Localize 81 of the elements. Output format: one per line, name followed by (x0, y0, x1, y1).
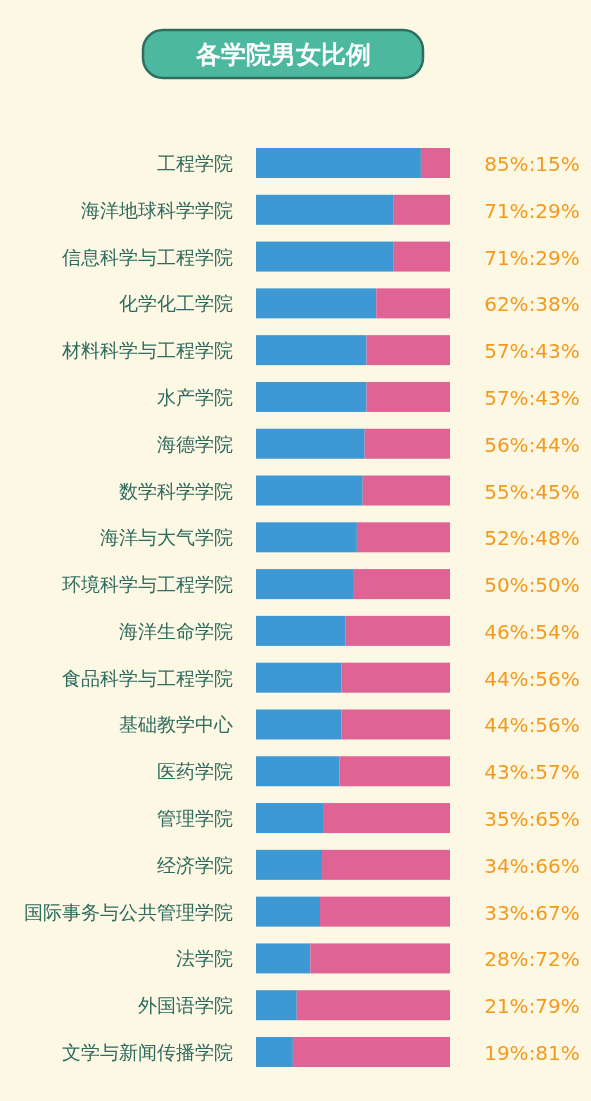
data-label: 21%:79% (484, 994, 580, 1019)
bar (256, 148, 421, 178)
data-label: 44%:56% (484, 666, 580, 691)
y-tick-label: 水产学院 (157, 385, 233, 408)
bar (256, 194, 394, 225)
chart-title: 各学院男女比例 (194, 40, 371, 69)
bar (366, 335, 450, 366)
data-label: 33%:67% (484, 900, 580, 925)
data-label: 52%:48% (484, 526, 580, 551)
bar (256, 381, 367, 412)
bar (364, 428, 450, 459)
bar (296, 990, 450, 1021)
bar (256, 803, 324, 834)
bar (321, 849, 450, 880)
data-label: 28%:72% (484, 947, 580, 972)
y-tick-label: 管理学院 (157, 807, 233, 830)
bar (341, 662, 450, 693)
y-tick-label: 化学化工学院 (119, 292, 233, 315)
bar (323, 803, 450, 834)
bar (256, 990, 297, 1021)
y-tick-label: 法学院 (176, 947, 233, 970)
data-label: 57%:43% (484, 385, 580, 410)
y-tick-label: 海洋与大气学院 (100, 526, 233, 549)
bar (256, 288, 377, 319)
bar (356, 522, 450, 553)
bar (256, 428, 365, 459)
data-label: 19%:81% (484, 1041, 580, 1065)
bar (256, 756, 340, 787)
bar (256, 475, 363, 506)
bar (353, 569, 450, 600)
bar (393, 194, 450, 225)
bar (366, 381, 450, 412)
y-tick-label: 经济学院 (157, 853, 233, 876)
data-label: 50%:50% (484, 573, 580, 598)
bar (256, 615, 346, 646)
y-tick-label: 文学与新闻传播学院 (62, 1041, 233, 1063)
bar (256, 1037, 293, 1067)
bar (256, 662, 342, 693)
bar (320, 896, 450, 927)
y-tick-label: 外国语学院 (138, 994, 233, 1017)
y-tick-label: 基础教学中心 (119, 713, 233, 736)
bar (256, 569, 353, 600)
data-label: 35%:65% (484, 807, 580, 832)
bar (393, 241, 450, 272)
bar (292, 1037, 450, 1067)
y-tick-label: 工程学院 (157, 152, 233, 174)
data-label: 57%:43% (484, 339, 580, 364)
data-label: 43%:57% (484, 760, 580, 785)
y-tick-label: 医药学院 (157, 760, 233, 783)
data-label: 71%:29% (484, 245, 580, 270)
bar (339, 756, 450, 787)
bar (256, 335, 367, 366)
bar (341, 709, 450, 740)
bar (345, 615, 450, 646)
bar (362, 475, 450, 506)
bar (256, 522, 357, 553)
y-tick-label: 海洋生命学院 (119, 619, 233, 642)
y-tick-label: 食品科学与工程学院 (62, 666, 233, 689)
bar (256, 241, 394, 272)
data-label: 56%:44% (484, 432, 580, 457)
y-tick-label: 环境科学与工程学院 (62, 573, 233, 596)
data-label: 62%:38% (484, 292, 580, 317)
y-tick-label: 材料科学与工程学院 (61, 339, 233, 362)
data-label: 71%:29% (484, 198, 580, 223)
y-tick-label: 信息科学与工程学院 (62, 245, 233, 268)
bar (256, 709, 342, 740)
bar (420, 148, 450, 178)
data-label: 44%:56% (484, 713, 580, 738)
y-tick-label: 海德学院 (157, 432, 233, 455)
bar (256, 849, 322, 880)
bar (256, 943, 311, 974)
y-tick-label: 国际事务与公共管理学院 (24, 900, 233, 923)
bar (376, 288, 450, 319)
data-label: 55%:45% (484, 479, 580, 504)
bar (310, 943, 450, 974)
data-label: 85%:15% (484, 152, 580, 176)
data-label: 46%:54% (484, 619, 580, 644)
bar (256, 896, 321, 927)
data-label: 34%:66% (484, 853, 580, 878)
y-tick-label: 海洋地球科学学院 (81, 198, 233, 221)
y-tick-label: 数学科学学院 (119, 479, 233, 502)
